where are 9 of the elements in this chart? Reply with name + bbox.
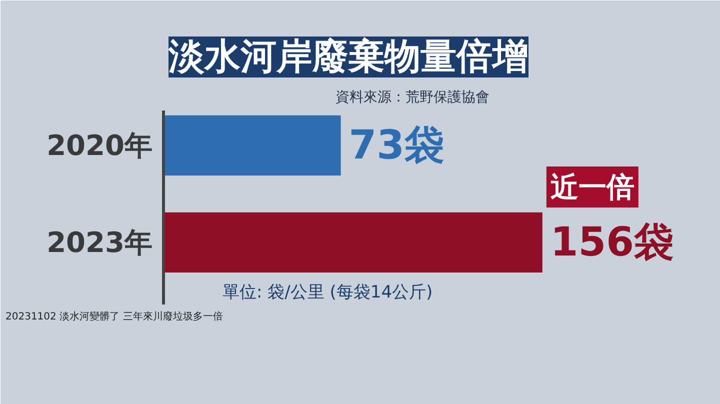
- annotation: 單位: 袋/公里 (每袋14公斤): [222, 282, 433, 302]
- source-note: 資料來源：荒野保護協會: [336, 90, 490, 106]
- chart-title: 淡水河岸廢棄物量倍增: [168, 36, 528, 78]
- data-label: 73袋: [348, 122, 444, 168]
- y-tick-label: 2023年: [46, 226, 153, 259]
- y-tick-label: 2020年: [46, 128, 153, 162]
- text: 20231102 淡水河變髒了 三年來川廢垃圾多一倍: [6, 310, 223, 322]
- data-label: 156袋: [550, 219, 674, 266]
- annotation: 近一倍: [550, 170, 634, 204]
